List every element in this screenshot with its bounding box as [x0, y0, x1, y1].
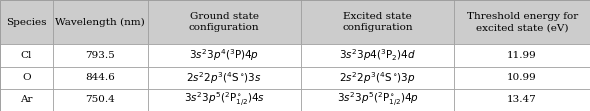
- Bar: [0, 44, 53, 67]
- Bar: [148, 67, 301, 89]
- Text: $2s^22p^3(^4\mathrm{S}^\circ\!)3s$: $2s^22p^3(^4\mathrm{S}^\circ\!)3s$: [186, 70, 262, 86]
- Bar: [301, 67, 454, 89]
- Text: Species: Species: [6, 18, 47, 27]
- Text: $3s^23p^5(^2\mathrm{P}^\circ_{1/2})4s$: $3s^23p^5(^2\mathrm{P}^\circ_{1/2})4s$: [183, 91, 265, 109]
- Bar: [53, 67, 148, 89]
- Text: Excited state
configuration: Excited state configuration: [342, 12, 413, 32]
- Bar: [454, 89, 590, 111]
- Text: 793.5: 793.5: [86, 51, 115, 60]
- Bar: [0, 67, 53, 89]
- Bar: [301, 44, 454, 67]
- Text: O: O: [22, 73, 31, 82]
- Text: $3s^23p^4(^3\mathrm{P})4p$: $3s^23p^4(^3\mathrm{P})4p$: [189, 48, 259, 63]
- Text: Ar: Ar: [20, 95, 33, 104]
- Text: $3s^23p^5(^2\mathrm{P}^\circ_{1/2})4p$: $3s^23p^5(^2\mathrm{P}^\circ_{1/2})4p$: [337, 91, 418, 109]
- Bar: [148, 0, 301, 44]
- Bar: [454, 0, 590, 44]
- Text: 10.99: 10.99: [507, 73, 537, 82]
- Bar: [148, 89, 301, 111]
- Bar: [301, 0, 454, 44]
- Text: Ground state
configuration: Ground state configuration: [189, 12, 260, 32]
- Bar: [148, 44, 301, 67]
- Text: 844.6: 844.6: [86, 73, 115, 82]
- Text: 11.99: 11.99: [507, 51, 537, 60]
- Bar: [454, 67, 590, 89]
- Text: Cl: Cl: [21, 51, 32, 60]
- Text: 750.4: 750.4: [86, 95, 115, 104]
- Bar: [301, 89, 454, 111]
- Text: Wavelength (nm): Wavelength (nm): [55, 18, 145, 27]
- Bar: [53, 44, 148, 67]
- Bar: [53, 89, 148, 111]
- Bar: [53, 0, 148, 44]
- Bar: [0, 0, 53, 44]
- Bar: [0, 89, 53, 111]
- Text: Threshold energy for
excited state (eV): Threshold energy for excited state (eV): [467, 12, 578, 32]
- Text: 13.47: 13.47: [507, 95, 537, 104]
- Text: $2s^22p^3(^4\mathrm{S}^\circ\!)3p$: $2s^22p^3(^4\mathrm{S}^\circ\!)3p$: [339, 70, 416, 86]
- Bar: [454, 44, 590, 67]
- Text: $3s^23p4(^3\mathrm{P}_2)4d$: $3s^23p4(^3\mathrm{P}_2)4d$: [339, 48, 416, 63]
